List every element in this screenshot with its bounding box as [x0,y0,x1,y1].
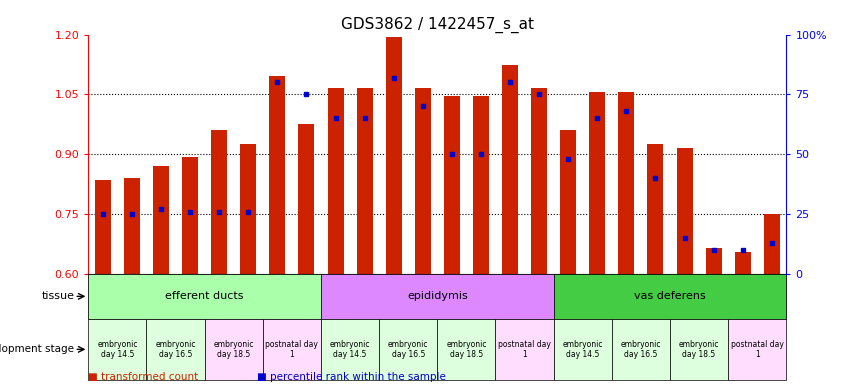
Text: embryonic
day 14.5: embryonic day 14.5 [98,340,138,359]
Bar [706,248,722,274]
Bar [182,157,198,274]
Bar [495,319,553,380]
Bar [321,319,379,380]
Bar [611,319,670,380]
Bar [262,319,321,380]
Bar [357,88,373,274]
Bar [241,144,257,274]
Text: embryonic
day 14.5: embryonic day 14.5 [563,340,603,359]
Bar [437,319,495,380]
Bar [379,319,437,380]
Bar [676,148,692,274]
Bar [146,319,204,380]
Bar [553,319,612,380]
Text: postnatal day
1: postnatal day 1 [498,340,551,359]
Bar [670,319,728,380]
Text: vas deferens: vas deferens [634,291,706,301]
Bar [473,96,489,274]
Bar [204,319,262,380]
Bar [735,252,751,274]
Bar [618,93,634,274]
Bar [444,96,460,274]
Bar [124,178,140,274]
Bar [648,144,664,274]
Bar [211,131,227,274]
Bar [502,65,518,274]
Text: tissue: tissue [41,291,74,301]
Bar [553,274,786,319]
Text: embryonic
day 16.5: embryonic day 16.5 [388,340,428,359]
Title: GDS3862 / 1422457_s_at: GDS3862 / 1422457_s_at [341,17,534,33]
Text: epididymis: epididymis [407,291,468,301]
Bar [88,319,146,380]
Bar [95,180,111,274]
Text: embryonic
day 16.5: embryonic day 16.5 [621,340,661,359]
Text: postnatal day
1: postnatal day 1 [731,340,784,359]
Bar [88,274,321,319]
Bar [327,88,343,274]
Bar [415,88,431,274]
Text: embryonic
day 18.5: embryonic day 18.5 [679,340,719,359]
Bar [728,319,786,380]
Bar [386,36,402,274]
Text: ■ transformed count: ■ transformed count [88,372,198,382]
Text: efferent ducts: efferent ducts [166,291,244,301]
Text: embryonic
day 18.5: embryonic day 18.5 [214,340,254,359]
Text: embryonic
day 18.5: embryonic day 18.5 [447,340,487,359]
Bar [299,124,315,274]
Text: development stage: development stage [0,344,74,354]
Bar [764,214,780,274]
Text: embryonic
day 14.5: embryonic day 14.5 [330,340,370,359]
Bar [321,274,553,319]
Text: embryonic
day 16.5: embryonic day 16.5 [156,340,196,359]
Bar [153,166,169,274]
Bar [269,76,285,274]
Text: postnatal day
1: postnatal day 1 [266,340,319,359]
Text: ■ percentile rank within the sample: ■ percentile rank within the sample [257,372,446,382]
Bar [532,88,547,274]
Bar [560,131,576,274]
Bar [590,93,606,274]
